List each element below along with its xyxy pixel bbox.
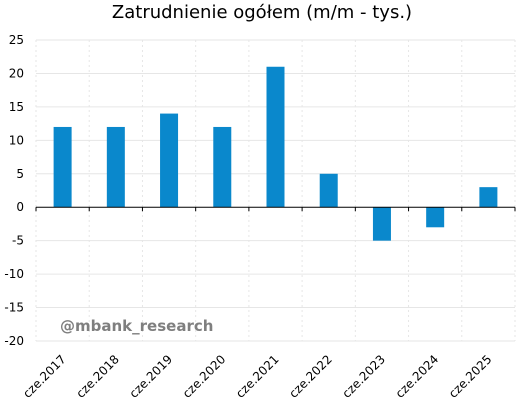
bar [266,66,285,208]
bar [426,207,445,228]
y-axis-ticks: 25 20 15 10 5 0 -5 -10 -15 -20 [4,33,24,348]
y-tick-label: -15 [4,301,24,315]
x-tick-label: cze.2022 [286,352,335,401]
x-tick-label: cze.2020 [180,352,229,401]
bar [372,207,391,241]
chart-title: Zatrudnienie ogółem (m/m - tys.) [112,2,412,23]
bar [160,113,179,208]
x-tick-label: cze.2021 [233,352,282,401]
y-tick-label: 0 [16,200,24,214]
y-tick-label: -10 [4,267,24,281]
y-tick-label: 20 [9,66,24,80]
watermark-text: @mbank_research [60,317,213,335]
bar [53,126,72,208]
y-tick-label: -5 [12,234,24,248]
y-tick-label: 15 [9,100,24,114]
y-tick-label: 10 [9,133,24,147]
x-tick-label: cze.2023 [340,352,389,401]
x-tick-label: cze.2018 [73,352,122,401]
bar [213,126,232,208]
x-tick-label: cze.2017 [20,352,69,401]
y-tick-label: 5 [16,167,24,181]
bar [479,187,498,208]
x-axis [35,206,516,212]
bar [319,173,338,208]
x-tick-label: cze.2019 [127,352,176,401]
x-tick-label: cze.2024 [393,352,442,401]
x-tick-label: cze.2025 [446,352,495,401]
bars [53,66,498,241]
x-axis-ticks: cze.2017 cze.2018 cze.2019 cze.2020 cze.2021… [20,352,494,401]
y-tick-label: 25 [9,33,24,47]
bar [106,126,125,208]
y-tick-label: -20 [4,334,24,348]
